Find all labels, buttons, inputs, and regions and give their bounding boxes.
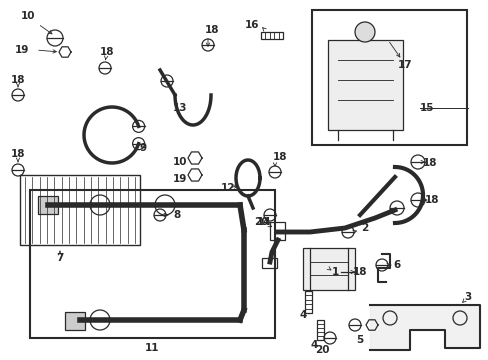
Text: 3: 3	[464, 292, 470, 302]
Text: 9: 9	[139, 143, 146, 153]
Bar	[261, 32, 283, 39]
Text: 10: 10	[172, 157, 187, 167]
Text: 2: 2	[361, 223, 368, 233]
Text: 7: 7	[56, 253, 63, 263]
Bar	[38, 196, 58, 214]
Text: 8: 8	[173, 210, 180, 220]
Text: 13: 13	[172, 103, 187, 113]
Text: 1: 1	[331, 267, 338, 277]
Bar	[304, 291, 311, 313]
Text: 4: 4	[310, 340, 317, 350]
Text: 19: 19	[172, 174, 187, 184]
Bar	[30, 190, 274, 338]
Text: 15: 15	[419, 103, 433, 113]
Text: 19: 19	[15, 45, 29, 55]
Text: 11: 11	[144, 343, 159, 353]
Text: 10: 10	[20, 11, 35, 21]
Polygon shape	[369, 305, 479, 350]
Bar	[269, 222, 285, 240]
Text: 18: 18	[352, 267, 366, 277]
Bar	[316, 320, 323, 340]
Text: 14: 14	[256, 217, 271, 227]
Text: 5: 5	[356, 335, 363, 345]
Circle shape	[354, 22, 374, 42]
Text: 18: 18	[424, 195, 438, 205]
Bar	[311, 10, 466, 145]
Text: 16: 16	[244, 20, 259, 30]
Text: 17: 17	[397, 60, 411, 70]
Text: 20: 20	[314, 345, 328, 355]
Text: 18: 18	[11, 75, 25, 85]
Text: 18: 18	[204, 25, 219, 35]
Text: 20: 20	[253, 217, 268, 227]
Bar	[20, 175, 140, 245]
Text: 4: 4	[299, 310, 306, 320]
Bar	[65, 312, 85, 330]
Text: 6: 6	[392, 260, 400, 270]
Bar	[303, 248, 354, 290]
Text: 12: 12	[220, 183, 235, 193]
Text: 18: 18	[11, 149, 25, 159]
Text: 18: 18	[272, 152, 286, 162]
Bar	[262, 258, 276, 268]
Bar	[327, 40, 402, 130]
Text: 18: 18	[422, 158, 436, 168]
Text: 18: 18	[100, 47, 114, 57]
